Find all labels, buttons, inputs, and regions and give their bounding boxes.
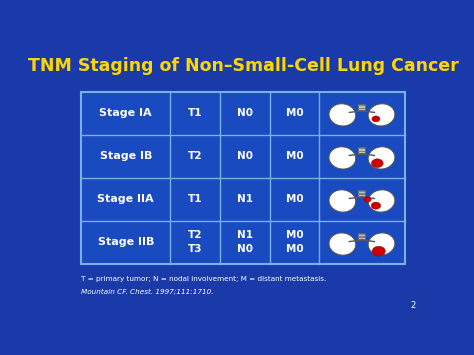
Bar (82, 92, 404, 264)
Text: Stage IIA: Stage IIA (97, 195, 154, 204)
Ellipse shape (368, 104, 395, 126)
Text: T2
T3: T2 T3 (188, 230, 202, 255)
Text: Mountain CF. Chest. 1997;111:1710.: Mountain CF. Chest. 1997;111:1710. (82, 288, 214, 294)
Circle shape (372, 159, 383, 168)
Bar (358, 234, 365, 235)
Text: Stage IB: Stage IB (100, 151, 152, 162)
Text: Stage IIB: Stage IIB (98, 237, 154, 247)
Circle shape (371, 202, 381, 209)
Bar (358, 147, 365, 154)
Bar (358, 110, 365, 111)
Bar (358, 233, 365, 240)
Bar (82, 92, 404, 135)
Text: T1: T1 (188, 108, 202, 118)
Ellipse shape (368, 190, 395, 212)
Text: 2: 2 (410, 301, 416, 311)
Ellipse shape (368, 233, 395, 255)
Bar (358, 104, 365, 111)
Bar (82, 178, 404, 221)
Ellipse shape (329, 104, 356, 126)
Bar (82, 135, 404, 178)
Bar (358, 239, 365, 240)
Circle shape (372, 116, 380, 122)
Bar (82, 221, 404, 264)
Bar (358, 237, 365, 238)
Text: N0: N0 (237, 108, 253, 118)
Text: M0: M0 (286, 151, 303, 162)
Text: N1
N0: N1 N0 (237, 230, 253, 255)
Bar (358, 196, 365, 197)
Text: N0: N0 (237, 151, 253, 162)
Circle shape (372, 246, 385, 256)
Text: T2: T2 (188, 151, 202, 162)
Circle shape (364, 197, 371, 202)
Text: N1: N1 (237, 195, 253, 204)
Bar (358, 150, 365, 151)
Text: M0: M0 (286, 108, 303, 118)
Ellipse shape (329, 233, 356, 255)
Text: M0
M0: M0 M0 (286, 230, 303, 255)
Ellipse shape (368, 147, 395, 169)
Bar (358, 105, 365, 106)
Bar (358, 108, 365, 109)
Text: M0: M0 (286, 195, 303, 204)
Bar (358, 148, 365, 149)
Ellipse shape (329, 147, 356, 169)
Ellipse shape (329, 190, 356, 212)
Bar (358, 191, 365, 192)
Text: TNM Staging of Non–Small-Cell Lung Cancer: TNM Staging of Non–Small-Cell Lung Cance… (27, 57, 458, 75)
Text: Stage IA: Stage IA (100, 108, 152, 118)
Text: T = primary tumor; N = nodal involvement; M = distant metastasis.: T = primary tumor; N = nodal involvement… (82, 276, 327, 282)
Bar (358, 151, 365, 152)
Text: T1: T1 (188, 195, 202, 204)
Bar (358, 106, 365, 108)
Bar (358, 190, 365, 197)
Bar (358, 153, 365, 154)
